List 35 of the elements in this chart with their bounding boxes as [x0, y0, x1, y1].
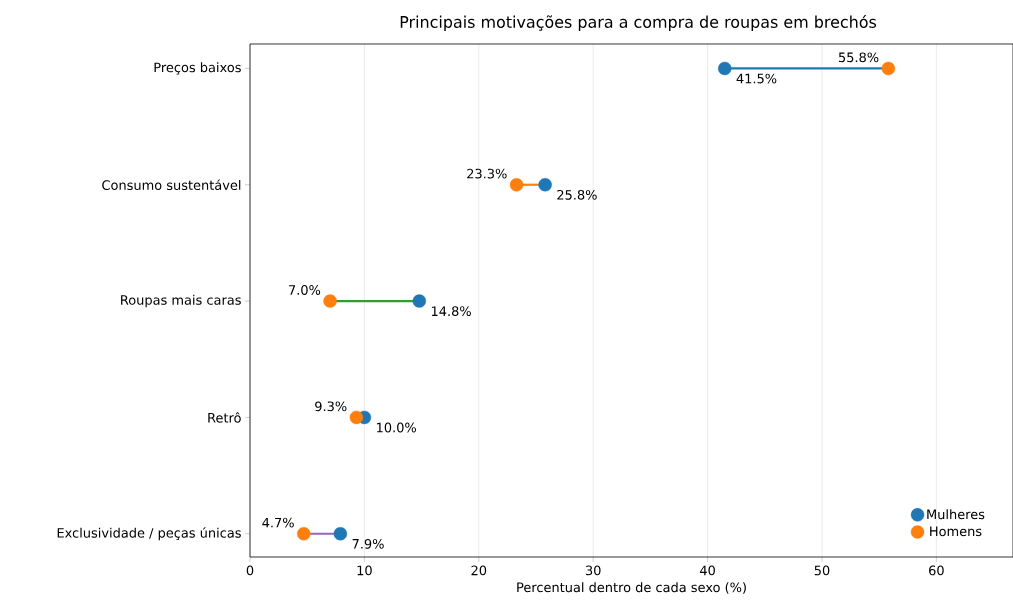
x-tick-label: 40 — [699, 565, 715, 576]
x-tick-label: 30 — [585, 565, 601, 576]
data-label: 9.3% — [315, 401, 347, 412]
data-label: 25.8% — [557, 189, 597, 200]
point — [881, 61, 896, 76]
x-tick-label: 0 — [246, 565, 254, 576]
data-label: 41.5% — [736, 73, 777, 84]
y-tick-label: Retrô — [208, 412, 241, 423]
x-tick-label: 60 — [929, 565, 944, 576]
y-tick-label: Exclusividade / peças únicas — [57, 527, 241, 541]
x-tick-label: 20 — [471, 565, 487, 576]
x-axis-title: Percentual dentro de cada sexo (%) — [517, 582, 746, 594]
data-label: 4.7% — [262, 517, 294, 528]
point — [412, 294, 426, 308]
x-tick-label: 50 — [814, 565, 830, 576]
point — [349, 410, 364, 425]
y-tick-label: Consumo sustentável — [102, 179, 241, 191]
x-tick-label: 10 — [357, 565, 372, 576]
data-label: 7.9% — [352, 538, 384, 549]
point — [297, 527, 311, 541]
data-label: 14.8% — [431, 306, 471, 317]
y-tick-label: Roupas mais caras — [121, 294, 241, 308]
y-tick-label: Preços baixos — [154, 62, 241, 75]
point — [718, 61, 732, 76]
data-label: 10.0% — [377, 422, 417, 433]
chart-title: Principais motivações para a compra de roupas em brechós — [400, 14, 877, 32]
legend-label: Mulheres — [927, 509, 985, 520]
point — [333, 527, 348, 541]
point — [509, 178, 524, 192]
data-label: 7.0% — [289, 285, 321, 295]
data-label: 55.8% — [838, 52, 879, 63]
point — [538, 178, 552, 192]
data-label: 23.3% — [467, 168, 507, 179]
point — [323, 294, 337, 308]
legend-label: Homens — [930, 526, 982, 537]
